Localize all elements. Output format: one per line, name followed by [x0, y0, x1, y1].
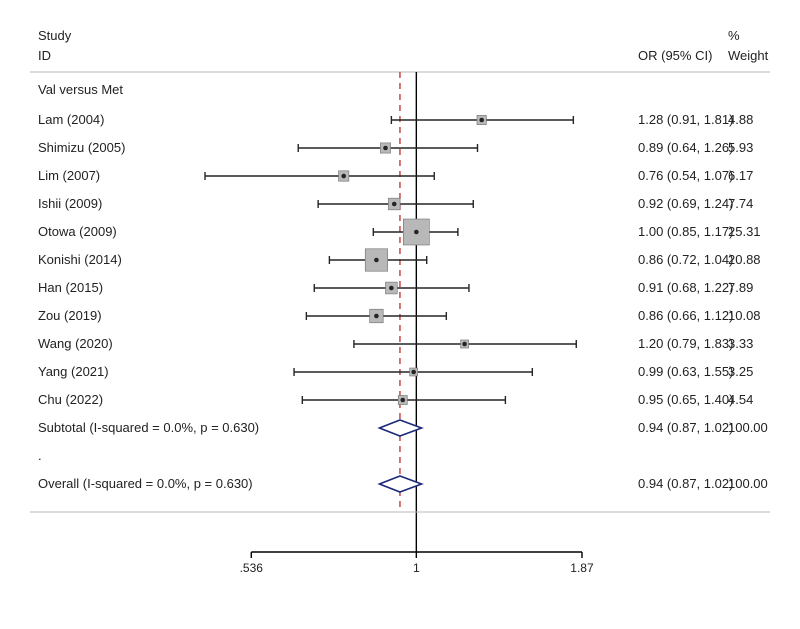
study-name: Otowa (2009)	[38, 224, 117, 239]
study-name: Zou (2019)	[38, 308, 102, 323]
study-name: Konishi (2014)	[38, 252, 122, 267]
study-row: Zou (2019) 0.86 (0.66, 1.12)10.08	[38, 308, 761, 323]
point-estimate-dot	[411, 370, 416, 375]
x-axis-tick-label: .536	[240, 561, 264, 575]
study-row: Shimizu (2005) 0.89 (0.64, 1.26)5.93	[38, 140, 753, 155]
weight-text: 10.08	[728, 308, 761, 323]
weight-text: 3.33	[728, 336, 753, 351]
overall-label: Overall (I-squared = 0.0%, p = 0.630)	[38, 476, 253, 491]
x-axis-tick-label: 1	[413, 561, 420, 575]
effect-text: 0.91 (0.68, 1.22)	[638, 280, 733, 295]
point-estimate-dot	[400, 398, 405, 403]
point-estimate-dot	[341, 174, 346, 179]
weight-text: 25.31	[728, 224, 761, 239]
point-estimate-dot	[383, 146, 388, 151]
study-row: Ishii (2009) 0.92 (0.69, 1.24)7.74	[38, 196, 753, 211]
study-name: Yang (2021)	[38, 364, 109, 379]
col-header-id: ID	[38, 48, 51, 63]
point-estimate-dot	[462, 342, 467, 347]
point-estimate-dot	[374, 314, 379, 319]
point-estimate-dot	[479, 118, 484, 123]
chart-card: Study ID OR (95% CI)% Weight Val versus Met L…	[0, 0, 800, 629]
study-row: Lam (2004) 1.28 (0.91, 1.81)4.88	[38, 112, 753, 127]
effect-text: 0.95 (0.65, 1.40)	[638, 392, 733, 407]
weight-text: 20.88	[728, 252, 761, 267]
summary-diamond	[379, 476, 421, 492]
subtotal-weight: 100.00	[728, 420, 768, 435]
col-header-effect: OR (95% CI)	[638, 48, 712, 63]
study-row: Wang (2020) 1.20 (0.79, 1.83)3.33	[38, 336, 753, 351]
study-name: Ishii (2009)	[38, 196, 102, 211]
overall-effect: 0.94 (0.87, 1.02)	[638, 476, 733, 491]
subgroup-label: Val versus Met	[38, 82, 123, 97]
point-estimate-dot	[414, 230, 419, 235]
x-axis-tick-label: 1.87	[570, 561, 594, 575]
effect-text: 0.86 (0.66, 1.12)	[638, 308, 733, 323]
study-name: Shimizu (2005)	[38, 140, 125, 155]
subtotal-label: Subtotal (I-squared = 0.0%, p = 0.630)	[38, 420, 259, 435]
overall-weight: 100.00	[728, 476, 768, 491]
study-row: Han (2015) 0.91 (0.68, 1.22)7.89	[38, 280, 753, 295]
col-header-weight: Weight	[728, 48, 769, 63]
effect-text: 0.76 (0.54, 1.07)	[638, 168, 733, 183]
weight-text: 5.93	[728, 140, 753, 155]
study-name: Chu (2022)	[38, 392, 103, 407]
weight-text: 7.74	[728, 196, 753, 211]
point-estimate-dot	[374, 258, 379, 263]
col-header-study: Study	[38, 28, 72, 43]
point-estimate-dot	[392, 202, 397, 207]
effect-text: 1.20 (0.79, 1.83)	[638, 336, 733, 351]
weight-text: 3.25	[728, 364, 753, 379]
study-name: Han (2015)	[38, 280, 103, 295]
effect-text: 0.89 (0.64, 1.26)	[638, 140, 733, 155]
effect-text: 0.86 (0.72, 1.04)	[638, 252, 733, 267]
study-row: Chu (2022) 0.95 (0.65, 1.40)4.54	[38, 392, 753, 407]
effect-text: 0.99 (0.63, 1.55)	[638, 364, 733, 379]
weight-text: 7.89	[728, 280, 753, 295]
point-estimate-dot	[389, 286, 394, 291]
subtotal-effect: 0.94 (0.87, 1.02)	[638, 420, 733, 435]
study-row: Yang (2021) 0.99 (0.63, 1.55)3.25	[38, 364, 753, 379]
study-name: Lim (2007)	[38, 168, 100, 183]
study-name: Lam (2004)	[38, 112, 104, 127]
forest-plot-svg: Study ID OR (95% CI)% Weight Val versus Met L…	[20, 22, 780, 607]
separator-dot: .	[38, 448, 42, 463]
effect-text: 0.92 (0.69, 1.24)	[638, 196, 733, 211]
effect-text: 1.28 (0.91, 1.81)	[638, 112, 733, 127]
weight-text: 6.17	[728, 168, 753, 183]
weight-text: 4.54	[728, 392, 753, 407]
col-header-pct: %	[728, 28, 740, 43]
summary-diamond	[379, 420, 421, 436]
weight-text: 4.88	[728, 112, 753, 127]
study-name: Wang (2020)	[38, 336, 113, 351]
effect-text: 1.00 (0.85, 1.17)	[638, 224, 733, 239]
study-row: Lim (2007) 0.76 (0.54, 1.07)6.17	[38, 168, 753, 183]
forest-plot-container: Study ID OR (95% CI)% Weight Val versus Met L…	[20, 22, 780, 607]
